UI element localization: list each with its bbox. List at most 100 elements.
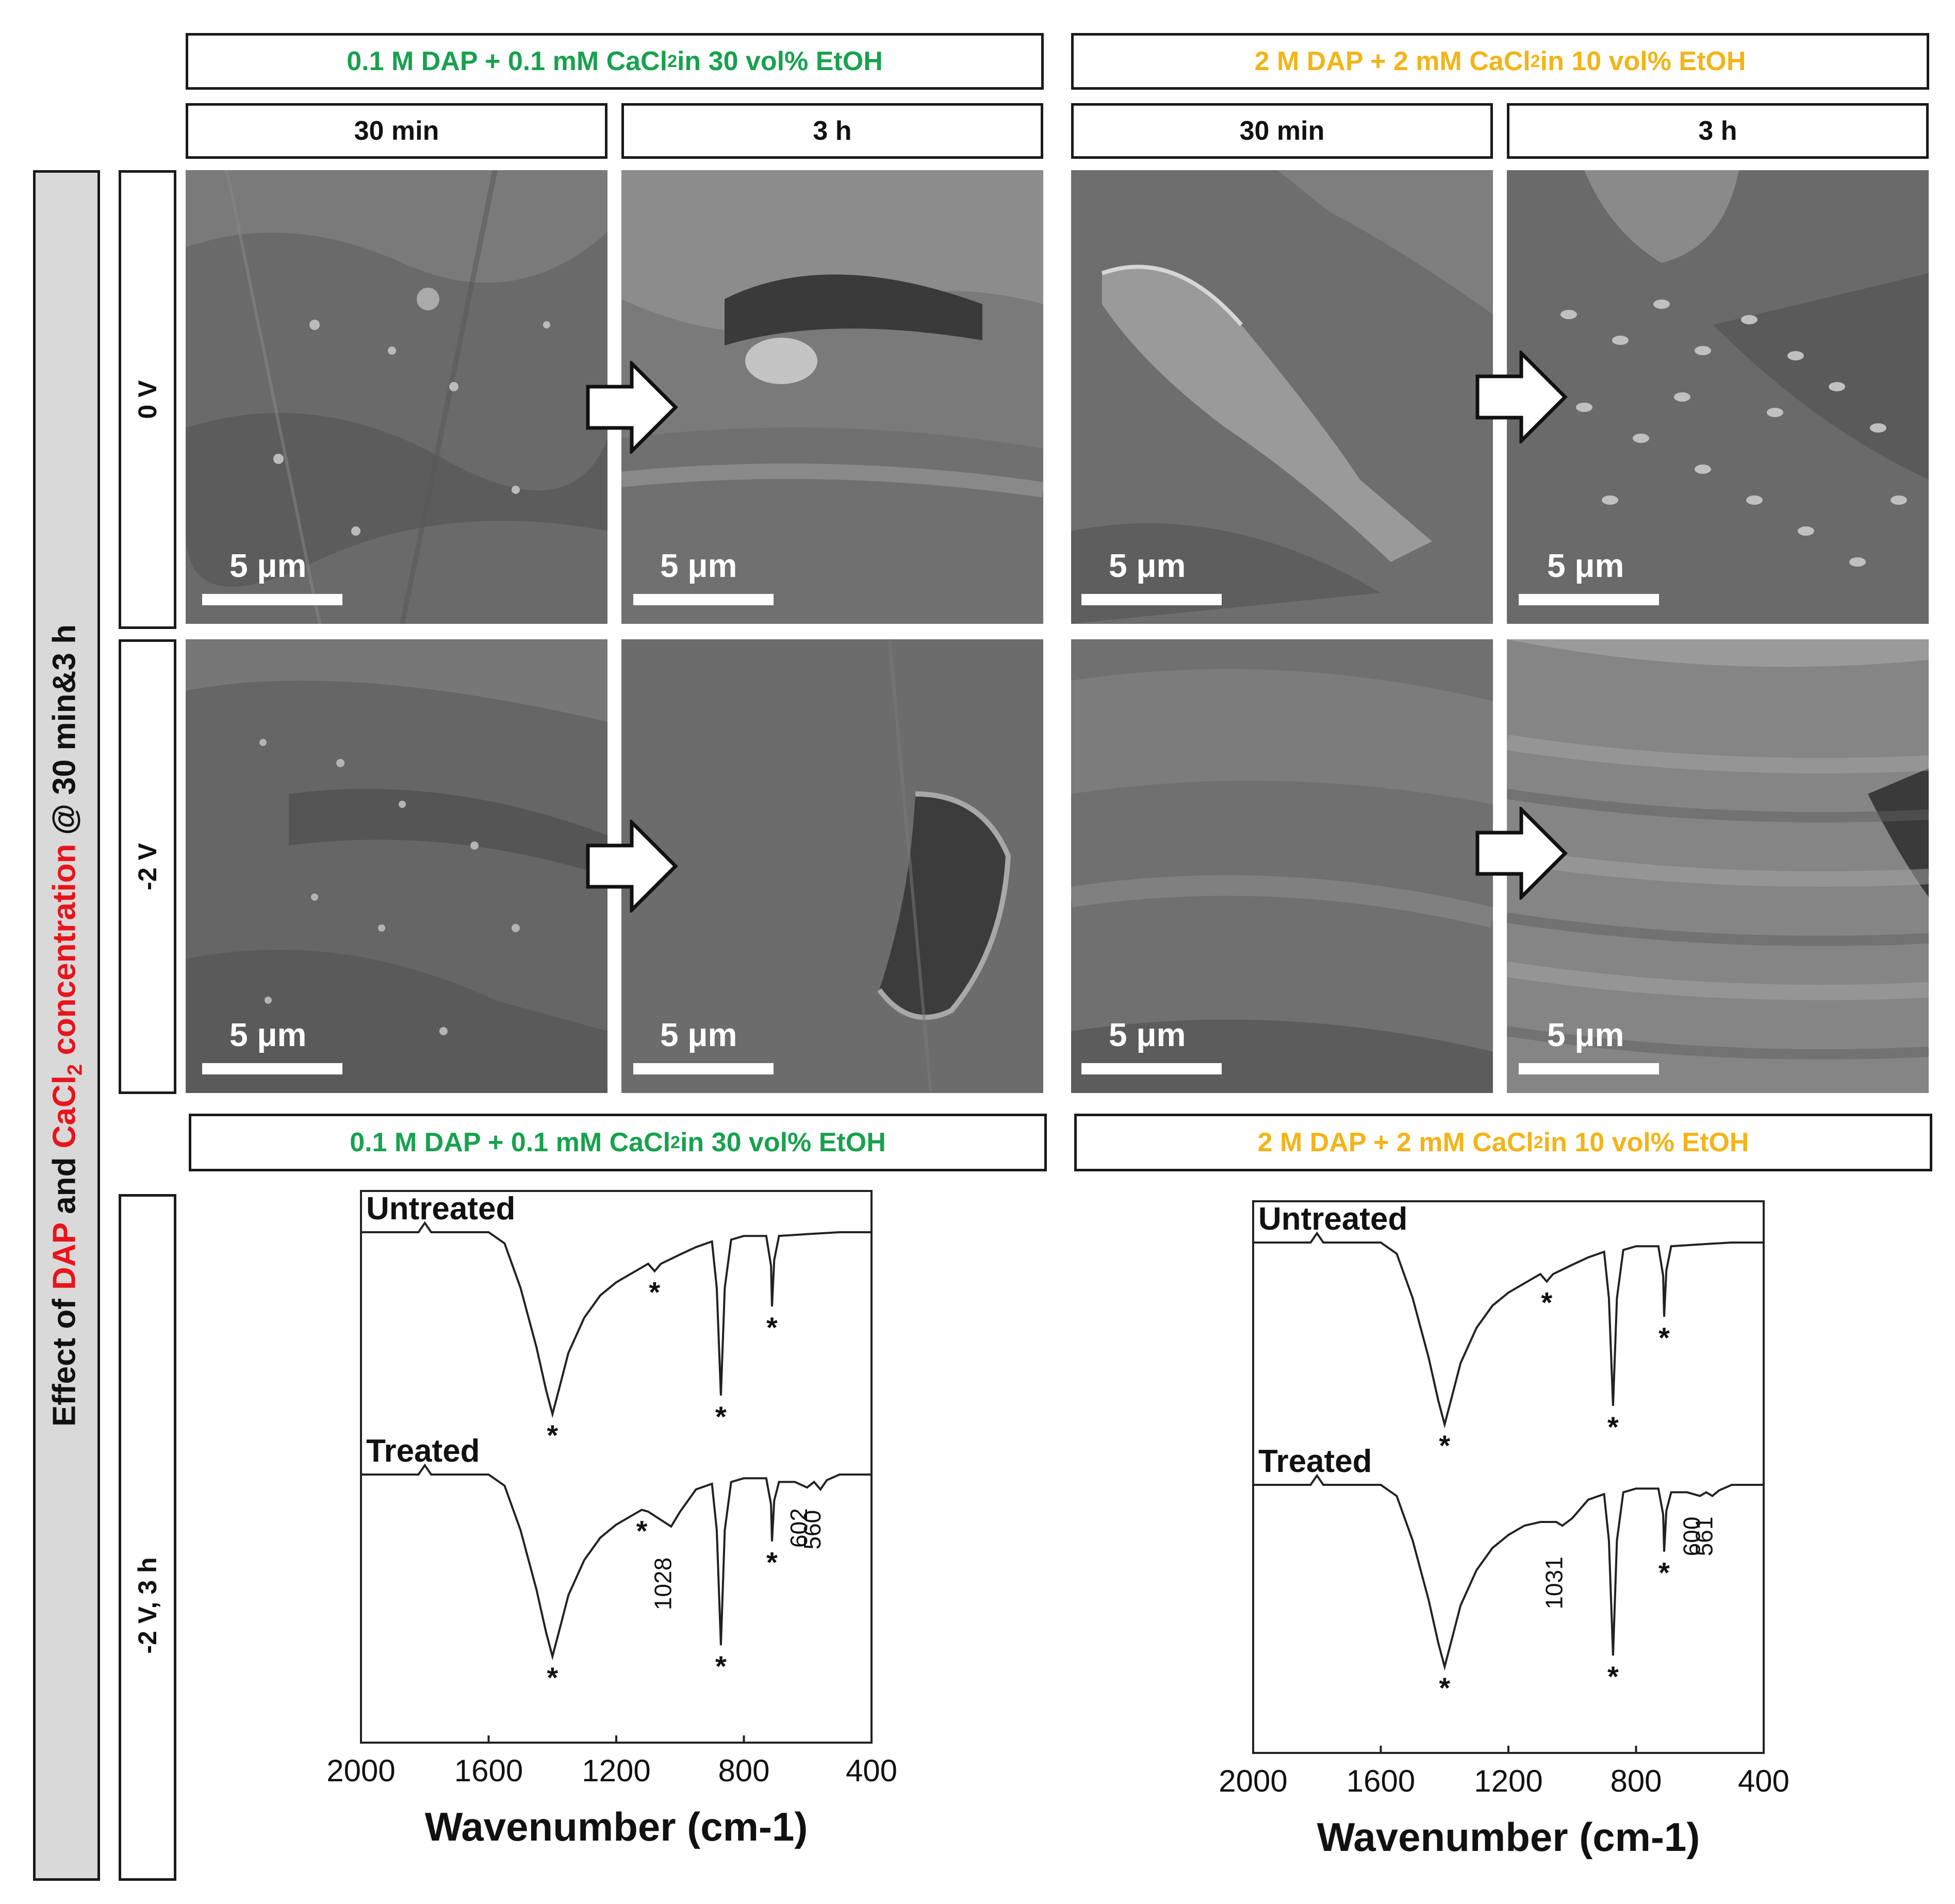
peak-marker: * [766, 1546, 778, 1579]
sem-texture [186, 639, 607, 1093]
peak-marker: * [715, 1400, 727, 1433]
row-label-text: 0 V [133, 380, 162, 419]
peak-annotation: 602 [785, 1508, 812, 1548]
series-line-treated [1253, 1473, 1764, 1671]
scale-bar-label: 5 μm [1109, 547, 1186, 584]
sem-image-m2v-30min-low [186, 639, 607, 1093]
peak-marker: * [766, 1311, 778, 1344]
x-tick-label: 800 [718, 1753, 769, 1788]
scale-bar [202, 594, 342, 605]
scale-bar-label: 5 μm [660, 1016, 737, 1053]
side-title-part: Effect of [46, 1289, 83, 1427]
peak-marker: * [715, 1650, 727, 1682]
series-line-untreated [1253, 1231, 1764, 1429]
x-axis-label: Wavenumber (cm-1) [425, 1804, 808, 1849]
series-line-untreated [361, 1221, 872, 1418]
sem-texture [186, 170, 607, 624]
sem-image-m2v-3h-high [1507, 639, 1929, 1093]
x-tick-label: 2000 [1219, 1764, 1287, 1798]
arrow-right-icon [585, 359, 678, 456]
row-label-ftir: -2 V, 3 h [119, 1194, 176, 1881]
series-label: Untreated [366, 1191, 515, 1227]
peak-annotation: 1031 [1541, 1557, 1568, 1609]
peak-marker: * [649, 1276, 660, 1309]
x-axis-label: Wavenumber (cm-1) [1317, 1814, 1700, 1860]
x-tick-label: 1200 [1474, 1764, 1542, 1798]
sem-image-0v-3h-low [621, 170, 1043, 624]
header-ftir-right: 2 M DAP + 2 mM CaCl 2 in 10 vol% EtOH [1074, 1114, 1932, 1171]
peak-marker: * [1607, 1660, 1619, 1693]
sem-image-0v-30min-high [1071, 170, 1493, 624]
arrow-right-icon [585, 818, 678, 915]
x-tick-label: 1600 [454, 1753, 523, 1788]
peak-marker: * [636, 1514, 648, 1547]
peak-marker: * [1607, 1411, 1619, 1443]
peak-marker: * [1658, 1557, 1670, 1589]
side-title-part: @ 30 min&3 h [46, 624, 83, 844]
scale-bar [1519, 1063, 1659, 1074]
header-ftir-left: 0.1 M DAP + 0.1 mM CaCl 2 in 30 vol% EtOH [189, 1114, 1047, 1171]
side-title-bar: Effect of DAP and CaCl2 concentration @ … [33, 170, 100, 1881]
scale-bar-label: 5 μm [229, 1016, 307, 1053]
scale-bar [633, 594, 774, 605]
row-label-text: -2 V, 3 h [133, 1557, 162, 1654]
header-time: 3 h [1507, 103, 1929, 159]
sem-texture [621, 170, 1043, 624]
peak-marker: * [1658, 1321, 1670, 1354]
sem-image-0v-3h-high [1507, 170, 1929, 624]
peak-annotation: 1028 [649, 1558, 676, 1610]
sem-image-m2v-30min-high [1071, 639, 1493, 1093]
x-tick-label: 800 [1610, 1764, 1662, 1798]
x-tick-label: 1200 [582, 1753, 650, 1788]
row-label-minus2v: -2 V [119, 639, 176, 1094]
side-title: Effect of DAP and CaCl2 concentration @ … [46, 624, 87, 1427]
header-time: 30 min [1071, 103, 1493, 159]
series-label: Treated [1258, 1444, 1372, 1479]
sem-image-m2v-3h-low [621, 639, 1043, 1093]
arrow-right-icon [1475, 349, 1568, 445]
scale-bar [1081, 1063, 1222, 1074]
sem-image-0v-30min-low [186, 170, 607, 624]
x-tick-label: 400 [1738, 1764, 1789, 1798]
scale-bar [633, 1063, 774, 1074]
peak-annotation: 600 [1678, 1517, 1705, 1557]
scale-bar-label: 5 μm [660, 547, 737, 584]
peak-marker: * [1541, 1286, 1552, 1319]
side-title-part: and [46, 1148, 83, 1223]
ftir-chart-left: Untreated Treated * * * * * * * * 1028 602 560 2000 16… [309, 1181, 902, 1892]
scale-bar-label: 5 μm [1547, 1016, 1624, 1053]
peak-marker: * [1439, 1429, 1450, 1462]
header-time: 30 min [186, 103, 607, 159]
series-label: Untreated [1258, 1201, 1407, 1237]
side-title-dap: DAP [46, 1223, 83, 1290]
x-tick-label: 1600 [1346, 1764, 1415, 1798]
scale-bar-label: 5 μm [1547, 547, 1624, 584]
series-line-treated [361, 1463, 872, 1661]
peak-annotation: 561 [1690, 1517, 1717, 1557]
peak-marker: * [1439, 1671, 1450, 1704]
row-label-0v: 0 V [119, 170, 176, 629]
peak-annotation: 560 [799, 1510, 826, 1550]
ftir-chart-right: Untreated Treated * * * * * * * 1031 600 561 2000 160… [1202, 1191, 1795, 1902]
sem-texture [1071, 639, 1493, 1093]
sem-texture [1507, 170, 1929, 624]
x-tick-label: 400 [846, 1753, 897, 1788]
sem-texture [1507, 639, 1929, 1093]
header-solution-right: 2 M DAP + 2 mM CaCl 2 in 10 vol% EtOH [1071, 33, 1929, 90]
row-label-text: -2 V [133, 843, 162, 890]
header-solution-left: 0.1 M DAP + 0.1 mM CaCl 2 in 30 vol% EtOH [186, 33, 1044, 90]
side-title-cacl2: CaCl2 concentration [46, 843, 87, 1149]
scale-bar [202, 1063, 342, 1074]
peak-marker: * [547, 1661, 558, 1694]
scale-bar-label: 5 μm [1109, 1016, 1186, 1053]
peak-marker: * [547, 1419, 558, 1451]
scale-bar-label: 5 μm [229, 547, 307, 584]
series-label: Treated [366, 1433, 480, 1469]
arrow-right-icon [1475, 805, 1568, 902]
header-time: 3 h [621, 103, 1043, 159]
scale-bar [1081, 594, 1222, 605]
x-tick-label: 2000 [326, 1753, 395, 1788]
sem-texture [621, 639, 1043, 1093]
